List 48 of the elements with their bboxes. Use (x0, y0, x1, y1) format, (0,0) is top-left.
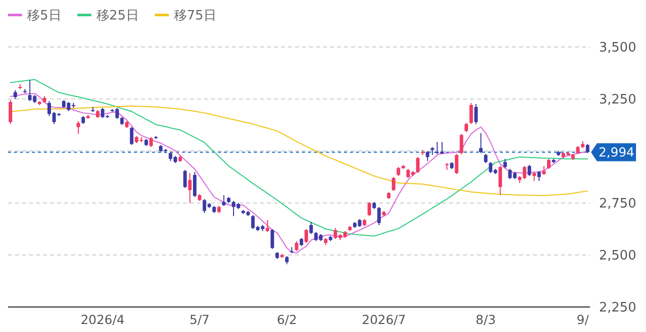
candlestick (8, 100, 12, 124)
y-tick-label: 2,750 (599, 196, 636, 212)
candlestick (377, 206, 381, 226)
candlestick (479, 132, 483, 154)
x-tick-label: 9/ (576, 312, 590, 327)
candlestick (454, 153, 458, 175)
candlestick (528, 164, 532, 176)
x-tick-label: 8/3 (476, 312, 496, 327)
candlestick (188, 172, 192, 204)
candlestick (76, 120, 80, 134)
candlestick (464, 122, 468, 133)
candlestick (460, 133, 464, 155)
candlestick (266, 220, 270, 232)
legend-label: 移25日 (96, 8, 139, 24)
candlestick (498, 165, 502, 196)
candlestick (222, 194, 226, 206)
y-tick-label: 2,250 (599, 300, 636, 316)
legend-label: 移5日 (27, 8, 62, 24)
x-tick-label: 5/7 (190, 312, 210, 327)
y-tick-label: 2,500 (599, 248, 636, 264)
candlestick (426, 150, 430, 162)
candlestick (304, 228, 308, 244)
candlestick (192, 172, 196, 198)
candlestick (537, 170, 541, 182)
candlestick (586, 143, 590, 154)
candlestick (294, 240, 298, 252)
x-tick-label: 6/2 (276, 312, 297, 327)
line-series (10, 93, 588, 254)
candlestick (484, 153, 488, 164)
y-tick-label: 3,250 (599, 92, 636, 108)
candlestick (368, 201, 372, 217)
x-tick-label: 2026/4 (80, 312, 125, 327)
candlestick (183, 169, 187, 189)
candlestick (392, 176, 396, 192)
line-series (10, 78, 588, 237)
x-tick-label: 2026/7 (362, 312, 406, 327)
candlestick (270, 228, 274, 250)
candlestick (547, 158, 551, 170)
legend-label: 移75日 (174, 8, 216, 24)
ref-line-label: 2,994 (598, 144, 634, 160)
candlestick (503, 158, 507, 169)
y-tick-label: 3,500 (599, 40, 636, 56)
candlestick (416, 156, 420, 174)
candlestick (309, 221, 313, 234)
candlestick (130, 126, 134, 146)
candlestick (474, 103, 478, 124)
candlestick (149, 136, 153, 148)
candlestick (469, 102, 473, 124)
